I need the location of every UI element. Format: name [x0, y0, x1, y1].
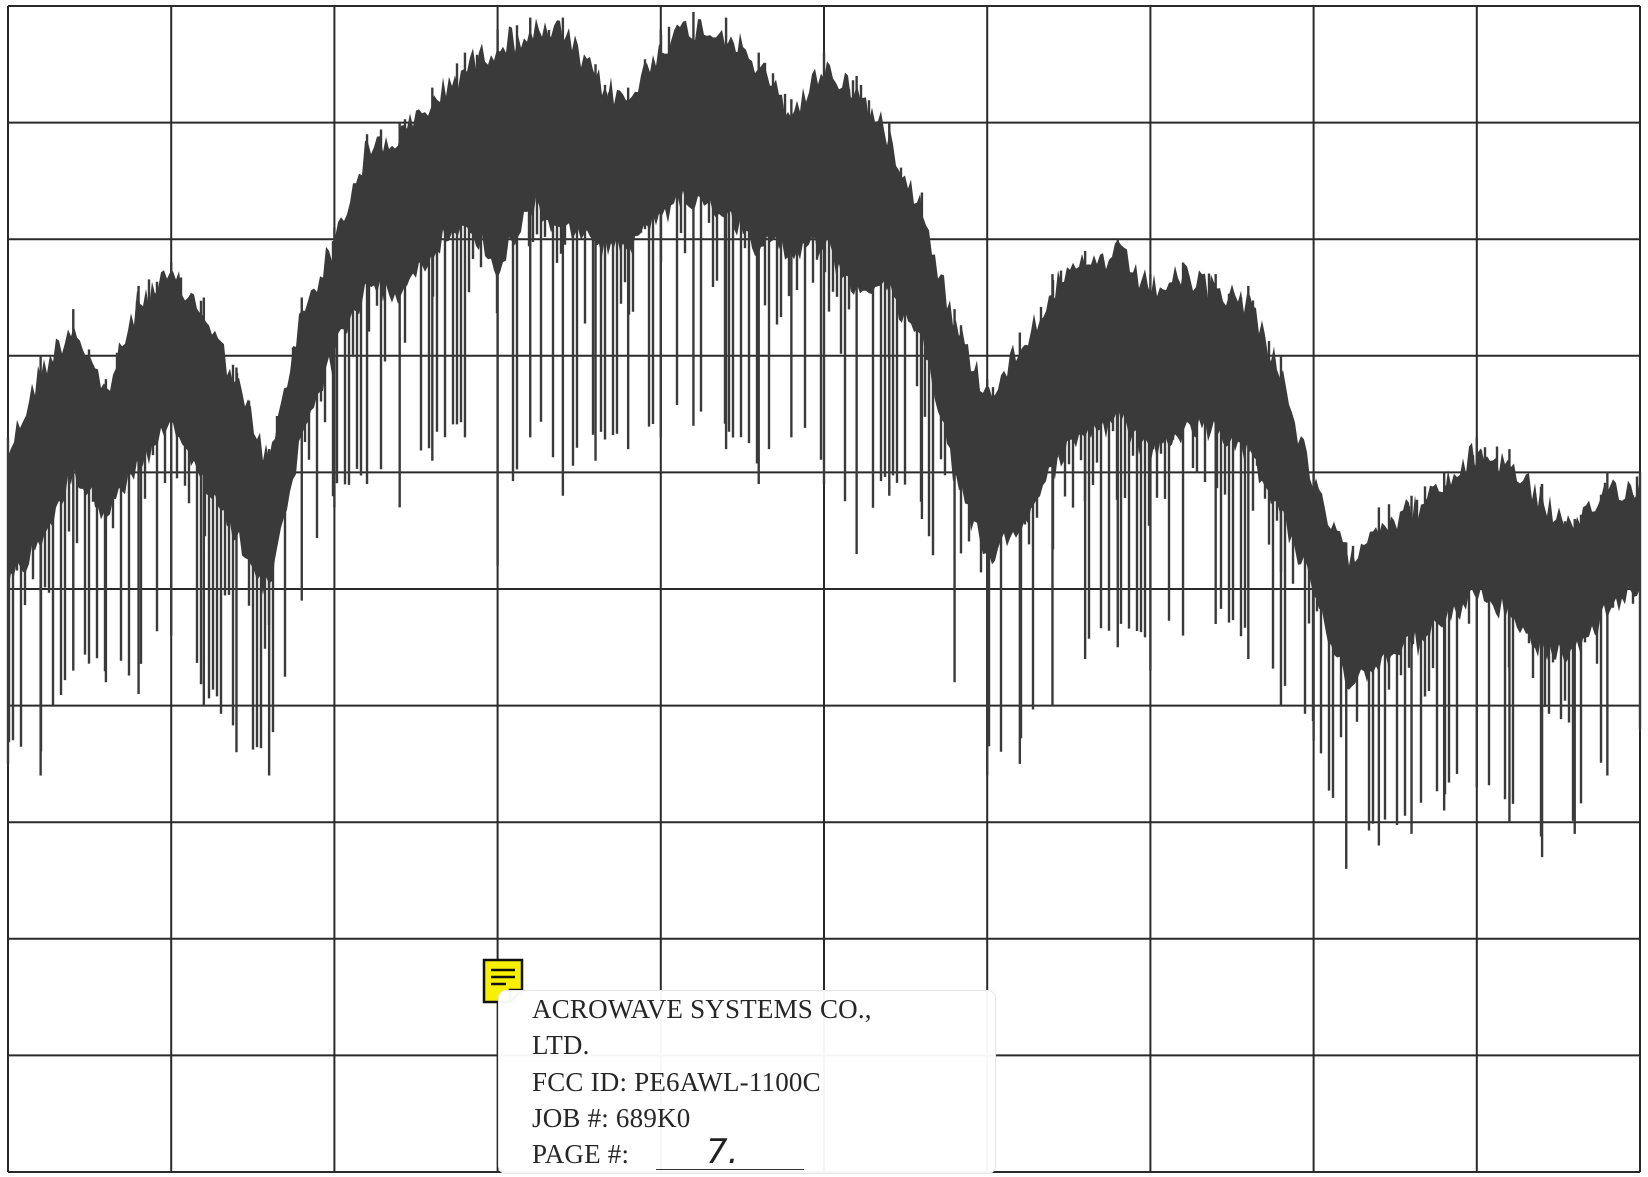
fcc-label-box	[498, 990, 996, 1174]
page-number: 7.	[706, 1132, 739, 1172]
company-name-line1: ACROWAVE SYSTEMS CO.,	[532, 994, 872, 1024]
company-name-line2: LTD.	[532, 1030, 590, 1060]
page-number-field: 7.	[656, 1132, 804, 1172]
page-underline	[656, 1169, 804, 1170]
page-label: PAGE #:	[532, 1139, 630, 1169]
spectrum-trace	[6, 11, 1642, 869]
job-number: JOB #: 689K0	[532, 1103, 691, 1133]
fcc-id: FCC ID: PE6AWL-1100C	[532, 1067, 821, 1097]
